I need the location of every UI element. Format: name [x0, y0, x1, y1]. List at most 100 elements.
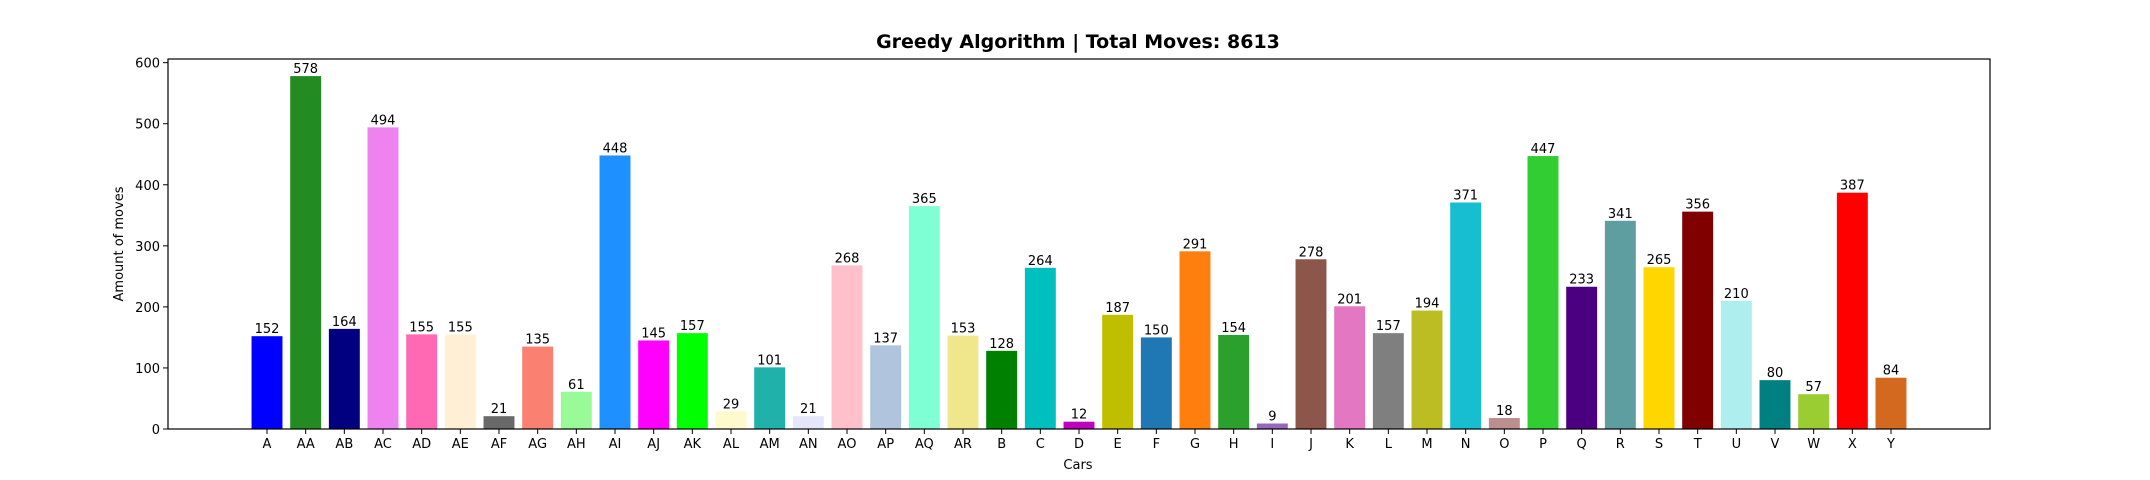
x-tick-label-L: L — [1385, 437, 1393, 452]
x-tick-label-AO: AO — [838, 437, 857, 452]
data-label-D: 12 — [1071, 408, 1088, 423]
bar-E — [1102, 314, 1134, 429]
data-label-X: 387 — [1840, 179, 1865, 194]
data-label-AK: 157 — [680, 319, 705, 334]
data-label-Q: 233 — [1569, 273, 1594, 288]
x-tick-label-R: R — [1616, 437, 1625, 452]
bar-P — [1527, 156, 1559, 429]
x-tick-label-AE: AE — [452, 437, 469, 452]
y-tick-label-0: 0 — [152, 423, 160, 438]
y-tick-label-500: 500 — [135, 118, 160, 133]
bar-AB — [328, 328, 360, 429]
bar-J — [1295, 259, 1327, 429]
x-tick-label-N: N — [1461, 437, 1471, 452]
bar-D — [1063, 421, 1095, 429]
x-tick-label-J: J — [1308, 437, 1313, 452]
bar-C — [1024, 267, 1056, 429]
bar-T — [1682, 211, 1714, 429]
bar-A — [251, 336, 283, 429]
bar-I — [1256, 423, 1288, 429]
x-tick-label-G: G — [1190, 437, 1200, 452]
data-label-AR: 153 — [951, 322, 976, 337]
bar-Y — [1875, 377, 1907, 429]
bar-Q — [1566, 286, 1598, 429]
data-label-P: 447 — [1531, 142, 1556, 157]
data-label-E: 187 — [1105, 301, 1130, 316]
data-label-R: 341 — [1608, 207, 1633, 222]
data-label-B: 128 — [989, 337, 1014, 352]
x-tick-label-I: I — [1270, 437, 1274, 452]
bar-AM — [754, 367, 786, 429]
x-tick-label-O: O — [1499, 437, 1509, 452]
data-label-AA: 578 — [293, 62, 318, 77]
x-tick-label-AI: AI — [609, 437, 622, 452]
data-label-J: 278 — [1299, 245, 1324, 260]
bar-F — [1140, 337, 1172, 429]
x-tick-label-AD: AD — [412, 437, 431, 452]
y-tick-label-200: 200 — [135, 301, 160, 316]
bar-AI — [599, 155, 631, 430]
data-label-K: 201 — [1337, 292, 1362, 307]
y-tick-label-300: 300 — [135, 240, 160, 255]
bar-O — [1488, 418, 1520, 429]
bar-L — [1372, 333, 1404, 429]
data-label-S: 265 — [1647, 253, 1672, 268]
bar-H — [1218, 334, 1250, 429]
bar-AK — [676, 333, 708, 429]
x-tick-label-V: V — [1771, 437, 1780, 452]
chart-title: Greedy Algorithm | Total Moves: 8613 — [876, 31, 1280, 53]
data-label-W: 57 — [1805, 380, 1822, 395]
x-tick-label-C: C — [1036, 437, 1045, 452]
data-label-AE: 155 — [448, 320, 473, 335]
data-label-F: 150 — [1144, 323, 1169, 338]
x-tick-label-A: A — [263, 437, 272, 452]
x-tick-label-AK: AK — [684, 437, 702, 452]
data-label-T: 356 — [1685, 198, 1710, 213]
data-label-C: 264 — [1028, 254, 1053, 269]
x-tick-label-B: B — [997, 437, 1006, 452]
y-tick-label-400: 400 — [135, 179, 160, 194]
bar-W — [1798, 394, 1830, 429]
x-tick-label-W: W — [1807, 437, 1820, 452]
bar-N — [1450, 202, 1482, 429]
data-label-AF: 21 — [491, 402, 508, 417]
data-label-AO: 268 — [835, 251, 860, 266]
plot-frame — [167, 58, 1991, 430]
bar-AA — [290, 76, 322, 430]
x-tick-label-AA: AA — [297, 437, 315, 452]
data-label-AJ: 145 — [641, 326, 666, 341]
x-tick-label-AP: AP — [877, 437, 894, 452]
x-tick-label-D: D — [1074, 437, 1084, 452]
x-tick-label-AB: AB — [335, 437, 353, 452]
data-label-N: 371 — [1453, 188, 1478, 203]
bar-AC — [367, 127, 399, 429]
x-tick-label-F: F — [1153, 437, 1160, 452]
data-label-A: 152 — [255, 322, 280, 337]
data-label-AP: 137 — [873, 331, 898, 346]
bar-AD — [406, 334, 438, 429]
x-tick-label-S: S — [1655, 437, 1663, 452]
data-label-H: 154 — [1221, 321, 1246, 336]
x-tick-label-AN: AN — [799, 437, 818, 452]
x-tick-label-E: E — [1114, 437, 1122, 452]
x-tick-label-AG: AG — [528, 437, 547, 452]
bar-AF — [483, 416, 515, 429]
bar-AL — [715, 411, 747, 429]
bar-R — [1604, 220, 1636, 429]
x-axis-ticks: A AA AB AC AD AE AF AG AH AI AJ AK AL AM AN AO AP AQ AR B C D… — [263, 429, 1895, 452]
bar-K — [1334, 306, 1366, 429]
x-axis-label: Cars — [1063, 458, 1092, 473]
bar-S — [1643, 267, 1675, 429]
x-tick-label-AF: AF — [491, 437, 507, 452]
bar-AH — [560, 391, 592, 429]
bar-AN — [792, 416, 824, 429]
bar-B — [986, 350, 1018, 429]
data-label-O: 18 — [1496, 404, 1513, 419]
data-label-U: 210 — [1724, 287, 1749, 302]
y-tick-label-600: 600 — [135, 57, 160, 72]
bar-AO — [831, 265, 863, 429]
data-label-AD: 155 — [409, 320, 434, 335]
bar-AR — [947, 335, 979, 429]
y-axis-label: Amount of moves — [112, 186, 127, 301]
